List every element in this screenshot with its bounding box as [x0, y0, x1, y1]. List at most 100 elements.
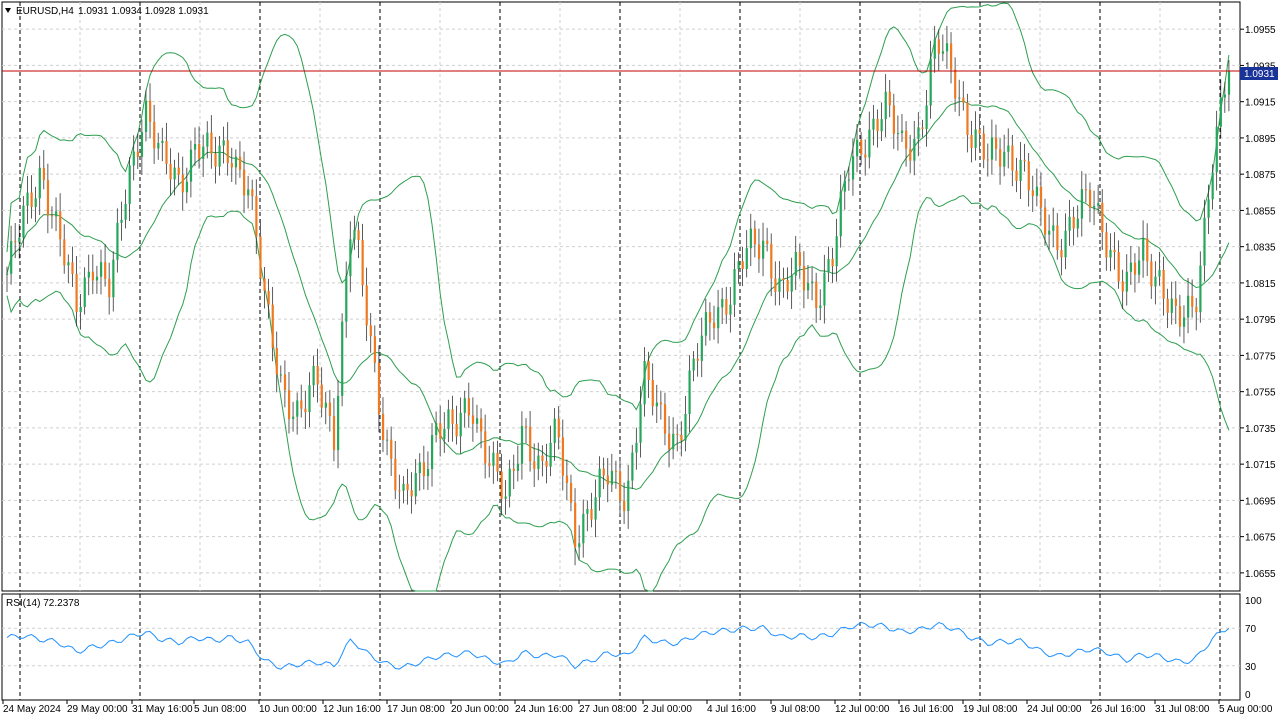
candle-body	[1101, 202, 1104, 233]
candle-body	[1133, 262, 1137, 275]
candle-body	[717, 307, 720, 329]
candle-body	[827, 258, 830, 273]
time-tick-label: 24 Jul 00:00	[1027, 704, 1082, 715]
rsi-axis[interactable]: 100 70 30 0	[1245, 596, 1262, 701]
candle-body	[627, 480, 630, 512]
price-tick-label: 1.0875	[1245, 170, 1276, 181]
bollinger-lower	[6, 194, 1230, 592]
candle-body	[165, 140, 168, 164]
candle-body	[1150, 261, 1153, 287]
candle-body	[332, 416, 336, 451]
time-tick-label: 24 May 2024	[3, 704, 61, 715]
candle-body	[349, 239, 352, 277]
candle-body	[1162, 269, 1165, 299]
rsi-path	[6, 621, 1230, 670]
price-tick-label: 1.0815	[1245, 279, 1276, 290]
candle-body	[557, 418, 560, 438]
price-tick-label: 1.0655	[1245, 569, 1276, 580]
time-tick-label: 12 Jul 00:00	[835, 704, 890, 715]
candle-body	[402, 483, 405, 491]
price-tick-label: 1.0835	[1245, 243, 1276, 254]
candle-body	[177, 167, 180, 175]
candle-body	[1121, 281, 1124, 292]
candle-body	[1044, 207, 1047, 235]
candle-body	[210, 132, 213, 154]
candle-body	[79, 306, 82, 313]
time-tick-label: 27 Jun 08:00	[579, 704, 637, 715]
current-price-tag	[1240, 67, 1278, 80]
candle-body	[283, 374, 287, 391]
candle-body	[202, 146, 205, 159]
time-tick-label: 20 Jun 00:00	[451, 704, 509, 715]
candle-body	[1215, 126, 1218, 173]
time-tick-label: 10 Jun 00:00	[259, 704, 317, 715]
candle-body	[684, 413, 687, 441]
price-tick-label: 1.0855	[1245, 206, 1276, 217]
candle-body	[267, 290, 270, 305]
candle-body	[668, 433, 671, 450]
candle-body	[435, 423, 438, 436]
price-axis[interactable]: 1.0955 1.0935 1.0915 1.0895 1.0875 1.0855 1.08…	[1240, 25, 1276, 580]
candle-body	[1166, 298, 1169, 313]
price-tick-label: 1.0715	[1245, 460, 1276, 471]
candle-body	[619, 471, 622, 501]
candle-body	[91, 271, 95, 281]
candle-body	[189, 149, 193, 182]
candle-body	[361, 240, 364, 286]
candle-body	[655, 402, 658, 407]
candle-body	[900, 130, 904, 134]
candle-body	[353, 230, 356, 240]
candle-body	[1027, 161, 1030, 191]
candle-body	[868, 129, 871, 158]
candle-body	[696, 358, 699, 361]
price-tick-label: 1.0675	[1245, 533, 1276, 544]
candle-body	[63, 239, 66, 266]
time-axis[interactable]: 24 May 2024 29 May 00:00 31 May 16:00 5 Jun…	[2, 700, 1273, 715]
time-tick-label: 12 Jun 16:00	[323, 704, 381, 715]
candle-body	[226, 140, 229, 164]
candle-body	[287, 390, 291, 420]
candle-body	[741, 261, 744, 269]
candle-body	[243, 169, 246, 196]
candle-body	[1187, 295, 1190, 318]
candle-body	[206, 132, 209, 147]
candle-body	[251, 189, 254, 197]
candle-body	[373, 336, 376, 363]
candle-body	[798, 252, 802, 266]
candle-body	[974, 129, 977, 148]
candle-body	[565, 475, 569, 483]
ohlc-label: 1.0931 1.0934 1.0928 1.0931	[78, 6, 209, 17]
symbol-label: EURUSD,H4	[16, 6, 74, 17]
candle-body	[1174, 298, 1177, 306]
candle-body	[786, 280, 789, 292]
candle-body	[978, 129, 981, 134]
candle-body	[418, 462, 421, 474]
candle-body	[1035, 186, 1039, 196]
candle-body	[279, 374, 283, 376]
candle-body	[688, 370, 691, 414]
candle-body	[320, 384, 323, 408]
candle-body	[639, 404, 642, 443]
candle-body	[860, 139, 863, 155]
candle-body	[749, 228, 752, 249]
candle-body	[173, 167, 176, 180]
candle-body	[381, 414, 385, 441]
candle-body	[770, 243, 773, 279]
candle-body	[443, 428, 446, 439]
candle-body	[1129, 262, 1133, 272]
rsi-chart-frame[interactable]	[1, 593, 1241, 701]
candle-body	[247, 189, 250, 196]
candle-body	[1084, 189, 1088, 191]
candle-body	[414, 473, 417, 497]
candle-body	[1138, 260, 1141, 275]
price-tick-label: 1.0695	[1245, 496, 1276, 507]
candle-body	[1015, 170, 1018, 181]
candle-body	[67, 262, 70, 266]
candle-body	[1019, 159, 1022, 181]
time-tick-label: 31 Jul 08:00	[1155, 704, 1210, 715]
candle-body	[198, 144, 201, 159]
candle-body	[774, 278, 777, 292]
dropdown-triangle-icon[interactable]	[5, 8, 11, 13]
